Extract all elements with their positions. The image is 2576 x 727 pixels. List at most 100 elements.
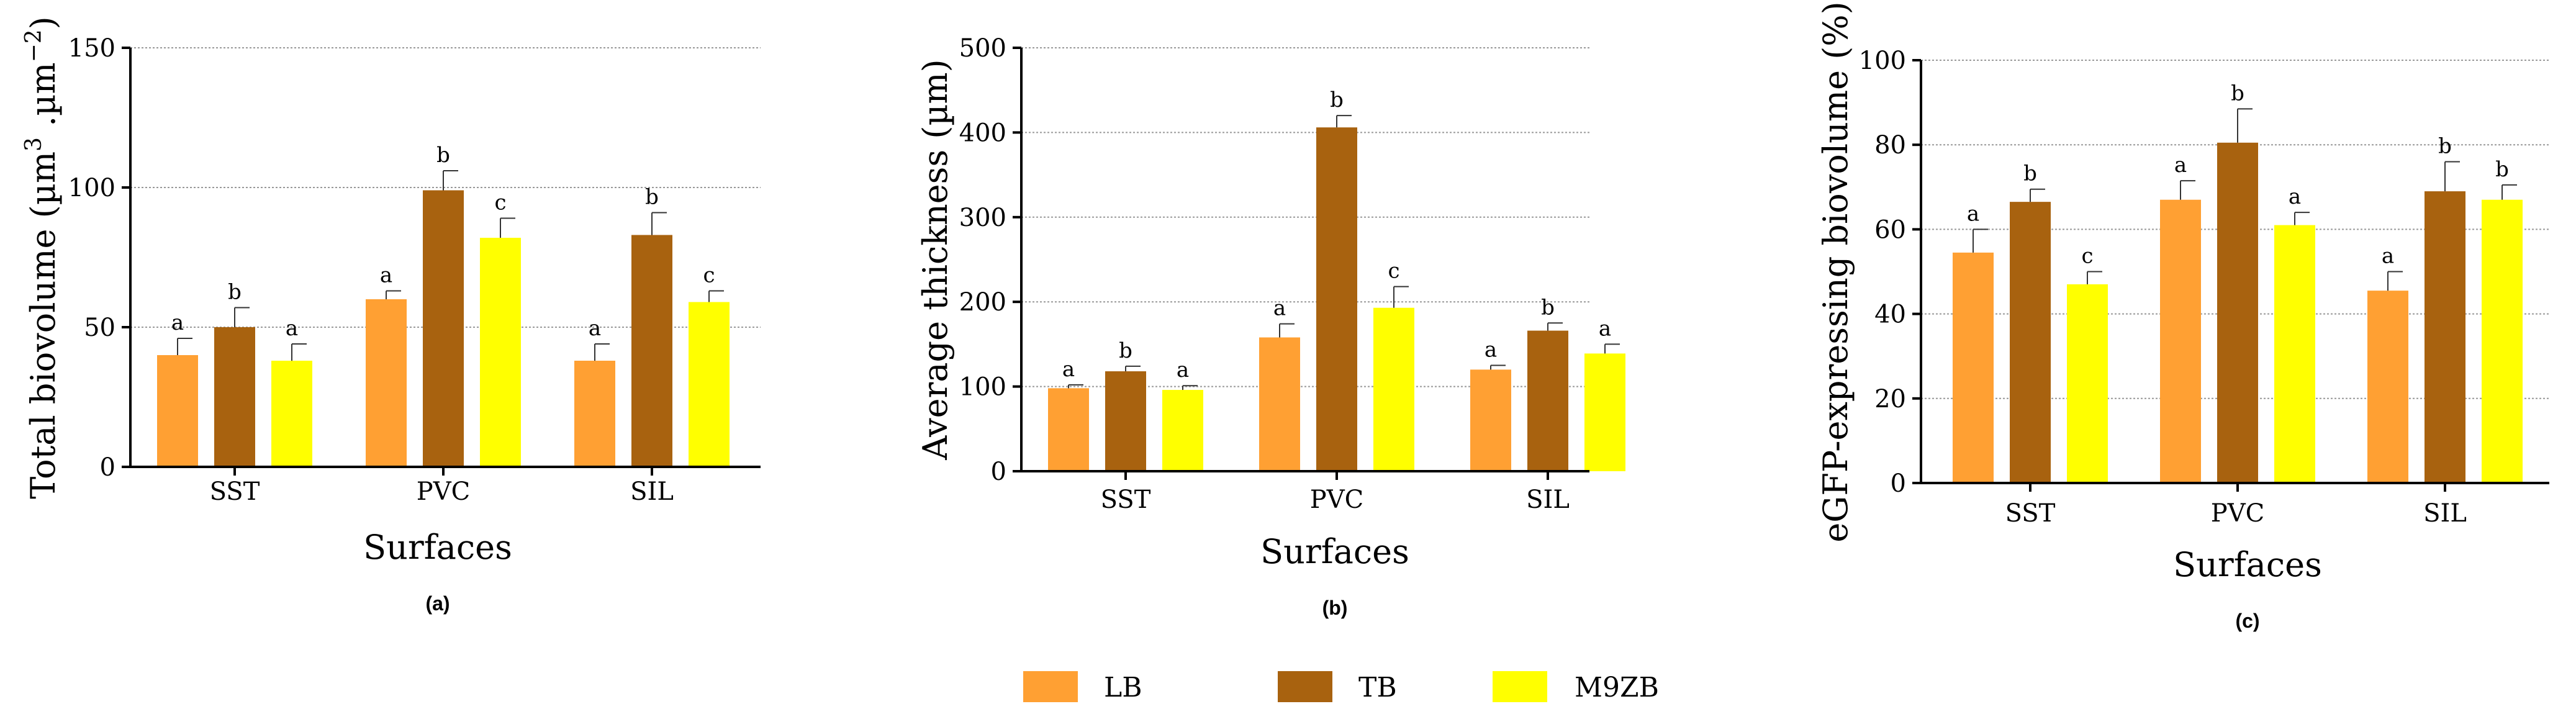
panel-c-chart: 0 20 40 60 80 100 a a a b b b c a b SST PVC SIL Surfaces (c… [1816,1,2549,632]
bar-tb-sil [1527,330,1568,471]
significance-letter: a [171,310,184,335]
y-tick-label: 100 [959,373,1006,402]
bar-lb-sst [1048,388,1089,471]
y-tick-label: 100 [68,174,115,202]
significance-letter: a [1273,296,1286,321]
legend-label-lb: LB [1104,672,1142,703]
legend-label-m9zb: M9ZB [1575,672,1659,703]
significance-letter: a [2289,184,2301,209]
significance-letter: b [436,143,450,168]
significance-letter: a [1485,338,1497,363]
category-label-sil: SIL [630,477,674,506]
bar-m9zb-sil [1584,353,1625,471]
legend-label-tb: TB [1358,672,1397,703]
y-axis-label-superscript: 3 [21,137,47,151]
y-tick-label: 60 [1874,215,1906,244]
y-axis-label: eGFP-expressing biovolume (%) [1816,1,1855,542]
y-tick-label: 500 [959,34,1006,63]
significance-letter: c [494,191,506,215]
panel-label-b: (b) [1322,597,1348,619]
category-label-sst: SST [2005,499,2056,528]
bar-lb-pvc [1259,337,1300,471]
panel-a-chart: 0 50 100 150 a a a b b b a c c SST PVC SIL Surfaces (a) To… [21,16,761,615]
legend-swatch-m9zb [1493,671,1547,702]
y-tick-label: 150 [68,34,115,63]
significance-letter: a [1177,358,1189,382]
bar-m9zb-pvc [480,238,521,467]
significance-letter: b [1541,295,1555,320]
y-axis-label-text: eGFP-expressing biovolume (%) [1816,1,1855,542]
category-label-pvc: PVC [1310,485,1363,514]
bar-lb-sst [157,355,198,467]
bar-m9zb-sil [689,302,730,467]
bar-lb-pvc [366,299,407,467]
y-tick-label: 0 [1891,469,1906,498]
y-tick-label: 200 [959,288,1006,317]
significance-letter: a [1062,357,1075,382]
significance-letter: a [2174,153,2187,178]
category-label-pvc: PVC [2211,499,2264,528]
significance-letter: c [703,263,715,288]
bar-m9zb-sst [1162,390,1203,471]
y-axis-label: Average thickness (µm) [916,59,955,460]
y-tick-label: 50 [84,314,115,342]
category-label-pvc: PVC [417,477,470,506]
y-axis-label-text: .µm [24,62,63,137]
panel-label-a: (a) [425,592,450,615]
bar-m9zb-pvc [2274,225,2315,483]
bar-lb-sil [574,361,615,467]
significance-letter: a [2382,244,2394,269]
significance-letter: a [1967,201,1979,226]
x-axis-label: Surfaces [2173,545,2322,584]
category-label-sil: SIL [1526,485,1570,514]
significance-letter: b [228,280,242,305]
bar-tb-sil [2425,191,2465,483]
category-label-sil: SIL [2423,499,2467,528]
significance-letter: b [2438,133,2452,158]
significance-letter: c [1388,259,1399,284]
significance-letter: a [589,316,601,341]
y-tick-label: 100 [1859,47,1906,75]
significance-letter: c [2081,244,2093,269]
y-tick-label: 400 [959,119,1006,147]
bar-lb-sst [1953,252,1994,483]
category-label-sst: SST [210,477,260,506]
bar-m9zb-sil [2482,199,2523,483]
bar-lb-sil [1470,369,1511,471]
x-axis-label: Surfaces [1260,532,1409,571]
y-axis-label-superscript: −2 [21,29,47,62]
significance-letter: b [645,185,659,210]
bar-tb-pvc [423,190,464,467]
y-tick-label: 80 [1874,131,1906,160]
bar-tb-sst [2010,202,2051,483]
bar-lb-sil [2367,291,2408,483]
significance-letter: a [380,263,392,288]
bar-m9zb-sst [2067,284,2108,483]
y-tick-label: 40 [1874,300,1906,329]
significance-letter: b [2495,157,2509,182]
y-axis-label: Total biovolume (µm3 .µm−2) [21,16,63,499]
category-label-sst: SST [1101,485,1151,514]
y-tick-label: 0 [100,453,115,482]
y-tick-label: 0 [991,458,1006,486]
bar-tb-sst [214,327,255,467]
significance-letter: b [1119,338,1132,363]
bar-m9zb-pvc [1373,307,1414,471]
significance-letter: b [1330,88,1344,112]
x-axis-label: Surfaces [363,528,512,567]
significance-letter: a [286,316,298,341]
y-tick-label: 300 [959,204,1006,232]
significance-letter: a [1599,316,1611,341]
bar-m9zb-sst [271,361,312,467]
panel-label-c: (c) [2235,610,2259,632]
bar-tb-sil [631,235,672,467]
y-axis-label-text: Average thickness (µm) [916,59,955,460]
bar-tb-sst [1105,371,1146,471]
y-tick-label: 20 [1874,385,1906,413]
bar-tb-pvc [1316,127,1357,471]
legend: LB TB M9ZB [1023,671,1659,703]
bar-tb-pvc [2217,142,2258,484]
significance-letter: b [2231,81,2244,106]
panel-b-chart: 0 100 200 300 400 500 a a a b b b a c a SST PVC SIL Surfac… [916,34,1625,619]
